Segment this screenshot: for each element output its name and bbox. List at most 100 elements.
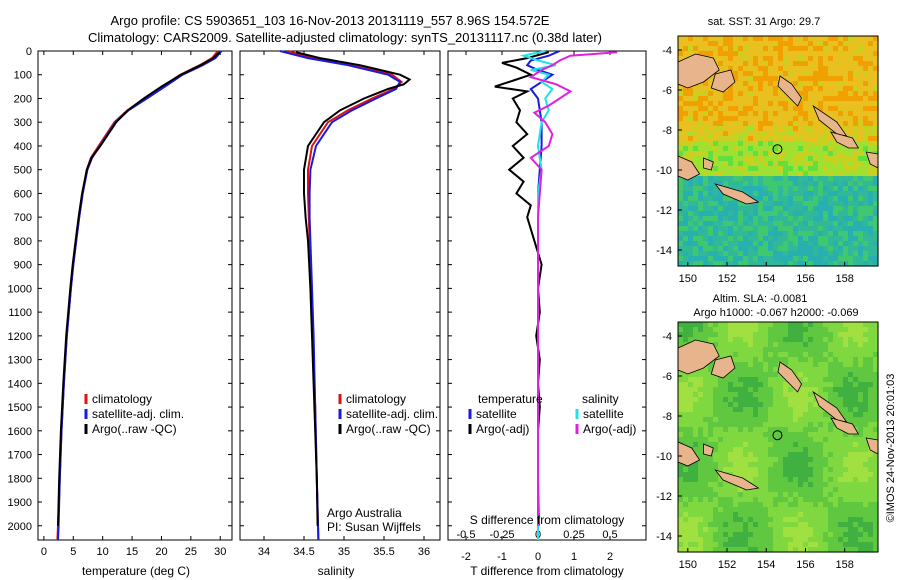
sst_map-cell	[823, 181, 829, 187]
sla_map-cell	[773, 382, 779, 388]
sst_map-cell	[788, 61, 794, 67]
sst_map-cell	[698, 121, 704, 127]
sla_map-cell	[718, 502, 724, 508]
land-polygon	[777, 361, 802, 393]
sst_map-cell	[853, 236, 859, 242]
sla_map-cell	[723, 337, 729, 343]
sst_map-cell	[768, 236, 774, 242]
sst_map-cell	[748, 61, 754, 67]
sla_map-cell	[763, 542, 769, 548]
sla_map-cell	[863, 482, 869, 488]
sst_map-cell	[798, 86, 804, 92]
sla_map-cell	[868, 482, 874, 488]
sst_map-cell	[813, 241, 819, 247]
sst_map-cell	[818, 206, 824, 212]
sst_map-cell	[748, 241, 754, 247]
sla_map-cell	[788, 412, 794, 418]
sla_map-cell	[713, 342, 719, 348]
sst_map-cell	[713, 51, 719, 57]
sst_map-cell	[768, 171, 774, 177]
sst_map-cell	[793, 236, 799, 242]
sst_map-cell	[798, 101, 804, 107]
sst_map-cell	[708, 246, 714, 252]
sst_map-cell	[748, 96, 754, 102]
sst_map-cell	[828, 71, 834, 77]
map-xtick-label: 150	[679, 273, 697, 285]
sla_map-cell	[733, 347, 739, 353]
sla_map-cell	[713, 502, 719, 508]
sla_map-cell	[738, 507, 744, 513]
sst_map-cell	[718, 251, 724, 257]
sla_map-cell	[808, 507, 814, 513]
sla_map-cell	[763, 517, 769, 523]
sla_map-cell	[838, 502, 844, 508]
sst_map-cell	[703, 51, 709, 57]
sst_map-cell	[858, 71, 864, 77]
sla_map-cell	[763, 327, 769, 333]
sst_map-cell	[738, 251, 744, 257]
legend-label: Argo(..raw -QC)	[346, 422, 431, 436]
sla_map-cell	[848, 357, 854, 363]
sla_map-cell	[863, 512, 869, 518]
sst_map-cell	[743, 221, 749, 227]
sst_map-cell	[708, 236, 714, 242]
sla_map-cell	[853, 492, 859, 498]
sst_map-cell	[838, 171, 844, 177]
sla_map-cell	[843, 432, 849, 438]
sla_map-cell	[803, 482, 809, 488]
sla_map-cell	[873, 482, 879, 488]
sst_map-cell	[698, 106, 704, 112]
sla_map-cell	[853, 392, 859, 398]
sst_map-cell	[753, 226, 759, 232]
sla_map-cell	[813, 412, 819, 418]
sst_map-cell	[853, 186, 859, 192]
sst_map-cell	[743, 131, 749, 137]
sla_map-cell	[783, 322, 789, 328]
sla_map-cell	[813, 327, 819, 333]
sst_map-cell	[848, 36, 854, 42]
sst_map-cell	[743, 156, 749, 162]
temperature-xtick-label: 30	[214, 546, 226, 558]
sla_map-cell	[683, 477, 689, 483]
sst_map-cell	[833, 56, 839, 62]
sla_map-cell	[838, 392, 844, 398]
sst_map-cell	[798, 221, 804, 227]
sla_map-cell	[868, 512, 874, 518]
sst_map-cell	[843, 216, 849, 222]
sla_map-cell	[773, 462, 779, 468]
sst_map-cell	[733, 136, 739, 142]
sst_map-cell	[723, 56, 729, 62]
sla_map-cell	[833, 377, 839, 383]
sla_map-cell	[778, 337, 784, 343]
sla_map-cell	[748, 492, 754, 498]
sla_map-cell	[863, 537, 869, 543]
sla_map-cell	[783, 482, 789, 488]
sst_map-cell	[693, 256, 699, 262]
sla_map-cell	[728, 492, 734, 498]
sst_map-cell	[718, 196, 724, 202]
sst_map-cell	[688, 256, 694, 262]
sla_map-cell	[783, 527, 789, 533]
sla_map-cell	[698, 547, 704, 553]
sla_map-cell	[808, 347, 814, 353]
sla_map-cell	[818, 472, 824, 478]
sla_map-cell	[818, 447, 824, 453]
sla_map-cell	[748, 497, 754, 503]
sst_map-cell	[783, 151, 789, 157]
sla_map-cell	[753, 502, 759, 508]
sst_map-cell	[783, 111, 789, 117]
sla_map-cell	[758, 357, 764, 363]
sla_map-cell	[823, 377, 829, 383]
sst_map-cell	[708, 176, 714, 182]
sla_map-cell	[738, 537, 744, 543]
sst_map-cell	[823, 131, 829, 137]
sst_map-cell	[863, 91, 869, 97]
sst_map-cell	[693, 46, 699, 52]
sst_map-cell	[778, 231, 784, 237]
sla_map-cell	[763, 447, 769, 453]
sst_map-cell	[678, 36, 684, 42]
sla_map-cell	[803, 427, 809, 433]
sla_map-cell	[808, 372, 814, 378]
sst_map-cell	[723, 116, 729, 122]
sla_map-cell	[713, 437, 719, 443]
